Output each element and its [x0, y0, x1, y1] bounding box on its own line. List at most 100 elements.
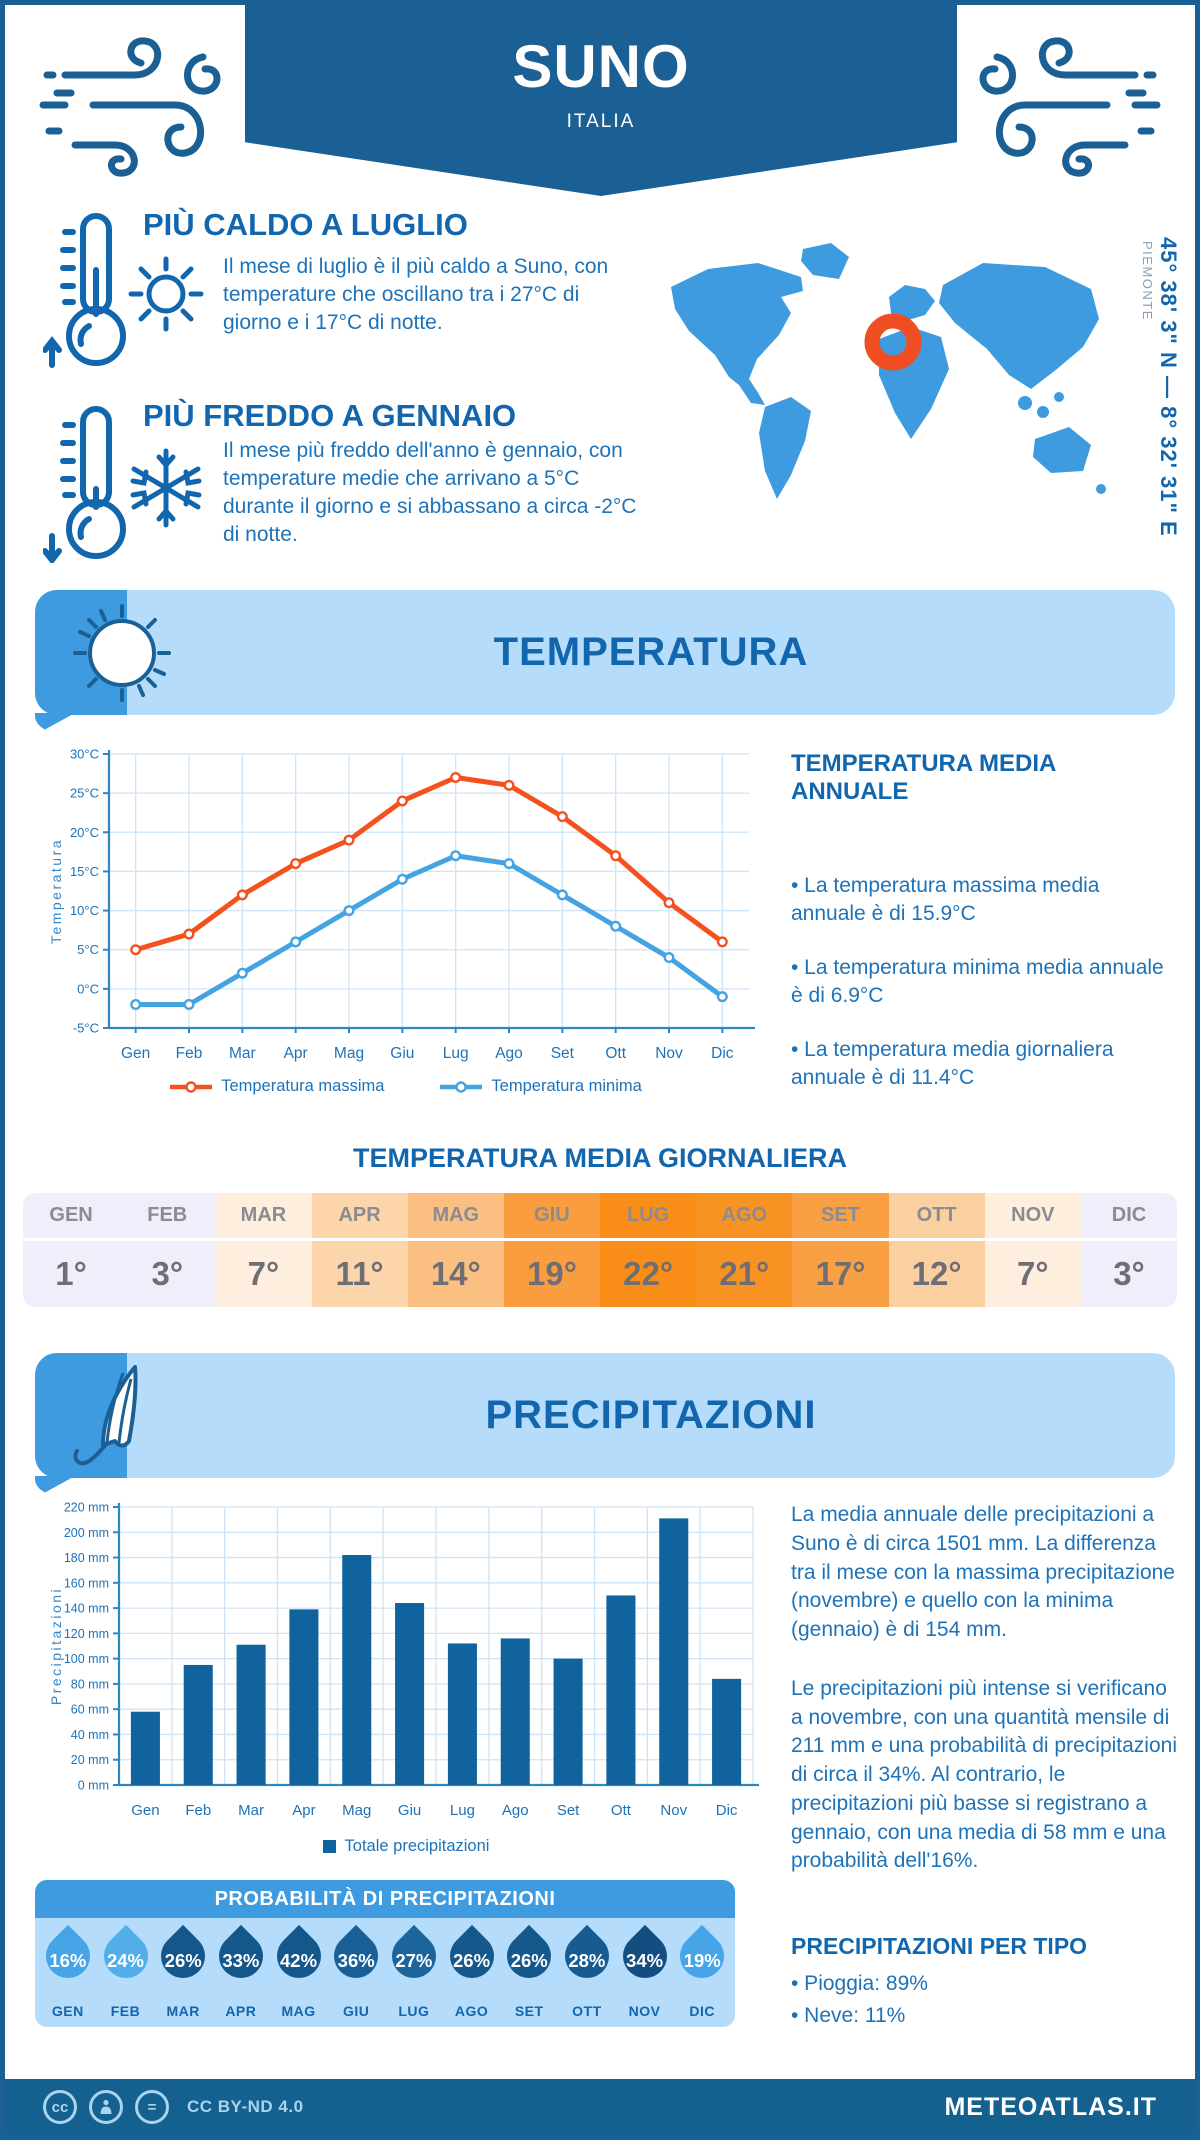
drop-month: GEN: [51, 2003, 84, 2019]
drop-month: GIU: [343, 2003, 370, 2019]
svg-text:Mar: Mar: [229, 1045, 256, 1062]
svg-text:100 mm: 100 mm: [64, 1652, 109, 1666]
map-coordinates: 45° 38' 3" N — 8° 32' 31" E PIEMONTE: [1140, 237, 1181, 667]
annual-title: TEMPERATURA MEDIA ANNUALE: [791, 750, 1056, 805]
temperature-line-chart: -5°C 0°C 5°C 10°C 15°C 20°C 25°C 30°C Gen Feb Mar A…: [48, 747, 755, 1062]
drop-percent: 19%: [683, 1950, 721, 1971]
wind-icon-right: [979, 37, 1161, 177]
drop-percent: 26%: [164, 1950, 202, 1971]
precipitation-section-title: PRECIPITAZIONI: [485, 1393, 817, 1437]
svg-text:10°C: 10°C: [70, 903, 99, 918]
table-month-header: GIU: [503, 1193, 601, 1241]
table-column: MAG 14°: [407, 1193, 504, 1307]
drop-percent: 28%: [568, 1950, 606, 1971]
table-month-header: FEB: [119, 1193, 216, 1241]
drop-percent: 34%: [626, 1950, 664, 1971]
table-column: SET 17°: [792, 1193, 889, 1307]
table-value-cell: 12°: [888, 1241, 985, 1307]
precipitation-banner: PRECIPITAZIONI: [35, 1353, 1175, 1478]
svg-text:160 mm: 160 mm: [64, 1576, 109, 1590]
legend-item: Temperatura minima: [440, 1077, 642, 1096]
svg-text:Ago: Ago: [495, 1045, 523, 1062]
probability-drop: 34% NOV: [613, 1924, 676, 2027]
table-month-header: DIC: [1080, 1193, 1177, 1241]
probability-drop: 19% DIC: [671, 1924, 734, 2027]
svg-text:140 mm: 140 mm: [64, 1602, 109, 1616]
table-month-header: NOV: [984, 1193, 1081, 1241]
probability-drop: 24% FEB: [94, 1924, 157, 2027]
annual-bullet: • La temperatura media giornaliera annua…: [791, 1037, 1114, 1089]
temperature-banner: TEMPERATURA: [35, 590, 1175, 715]
drop-month: OTT: [572, 2003, 602, 2019]
location-marker: [864, 313, 922, 371]
attribution-icon: [89, 2090, 123, 2124]
drop-percent: 36%: [337, 1950, 375, 1971]
svg-text:15°C: 15°C: [70, 864, 99, 879]
precip-paragraph: Le precipitazioni più intense si verific…: [791, 1676, 1177, 1873]
cold-text: Il mese più freddo dell'anno è gennaio, …: [223, 439, 637, 546]
precipitation-bar-chart: 0 mm 20 mm 40 mm 60 mm 80 mm 100 mm 120 mm 140 …: [48, 1501, 759, 1819]
table-value-cell: 17°: [792, 1241, 889, 1307]
svg-text:Feb: Feb: [185, 1802, 211, 1819]
drop-month: FEB: [110, 2003, 141, 2019]
drop-percent: 24%: [106, 1950, 145, 1971]
coordinates-label: 45° 38' 3" N — 8° 32' 31" E: [1156, 237, 1181, 537]
hot-text: Il mese di luglio è il più caldo a Suno,…: [223, 255, 609, 334]
table-month-header: MAG: [407, 1193, 504, 1241]
table-value-cell: 3°: [1080, 1241, 1177, 1307]
svg-text:0°C: 0°C: [77, 981, 99, 996]
table-value-cell: 1°: [23, 1241, 120, 1307]
table-column: APR 11°: [311, 1193, 408, 1307]
probability-drop: 28% OTT: [555, 1924, 618, 2027]
drop-month: SET: [514, 2003, 544, 2019]
daily-table-title: TEMPERATURA MEDIA GIORNALIERA: [353, 1143, 847, 1173]
table-column: GIU 19°: [503, 1193, 601, 1307]
svg-text:30°C: 30°C: [70, 747, 99, 762]
legend-item: Temperatura massima: [170, 1077, 384, 1096]
annual-bullet: • La temperatura minima media annuale è …: [791, 955, 1164, 1007]
header-banner: SUNO ITALIA: [245, 5, 957, 196]
svg-text:Ott: Ott: [605, 1045, 626, 1062]
probability-drop: 26% MAR: [152, 1924, 215, 2027]
table-value-cell: 22°: [600, 1241, 697, 1307]
svg-text:Nov: Nov: [660, 1802, 687, 1819]
drop-month: NOV: [628, 2003, 661, 2019]
page-subtitle: ITALIA: [566, 111, 636, 132]
svg-text:120 mm: 120 mm: [64, 1627, 109, 1641]
probability-drop: 27% LUG: [382, 1924, 445, 2027]
table-month-header: LUG: [600, 1193, 697, 1241]
table-value-cell: 11°: [311, 1241, 408, 1307]
probability-drop: 16% GEN: [36, 1924, 99, 2027]
world-map: [671, 243, 1106, 499]
drop-month: APR: [225, 2003, 257, 2019]
sun-icon: [128, 256, 204, 332]
precipitation-text-panel: La media annuale delle precipitazioni a …: [791, 1501, 1179, 1906]
table-month-header: AGO: [696, 1193, 793, 1241]
snowflake-icon: [130, 448, 202, 528]
region-label: PIEMONTE: [1140, 241, 1155, 321]
annual-temperature-panel: TEMPERATURA MEDIA ANNUALE • La temperatu…: [791, 750, 1169, 1118]
svg-text:5°C: 5°C: [77, 942, 99, 957]
svg-text:80 mm: 80 mm: [71, 1677, 109, 1691]
svg-text:60 mm: 60 mm: [71, 1703, 109, 1717]
cc-icon: cc: [43, 2090, 77, 2124]
drop-percent: 42%: [280, 1950, 318, 1971]
svg-text:180 mm: 180 mm: [64, 1551, 109, 1565]
precip-paragraph: La media annuale delle precipitazioni a …: [791, 1503, 1175, 1642]
legend-item: Totale precipitazioni: [322, 1837, 489, 1856]
svg-text:Giu: Giu: [398, 1802, 421, 1819]
svg-text:Ott: Ott: [611, 1802, 632, 1819]
svg-text:Mag: Mag: [342, 1802, 371, 1819]
drop-month: AGO: [454, 2003, 489, 2019]
svg-text:Gen: Gen: [131, 1802, 159, 1819]
svg-text:Ago: Ago: [502, 1802, 529, 1819]
table-month-header: SET: [792, 1193, 889, 1241]
svg-text:20°C: 20°C: [70, 825, 99, 840]
daily-temperature-table: GEN 1° FEB 3° MAR 7° APR 11° MAG 14° GIU 19° LUG 22° A…: [23, 1193, 1177, 1307]
table-value-cell: 21°: [696, 1241, 793, 1307]
table-column: MAR 7°: [215, 1193, 312, 1307]
annual-bullet: • La temperatura massima media annuale è…: [791, 874, 1100, 925]
temperature-section-title: TEMPERATURA: [493, 630, 809, 674]
svg-text:0 mm: 0 mm: [78, 1779, 109, 1793]
table-column: LUG 22°: [600, 1193, 697, 1307]
